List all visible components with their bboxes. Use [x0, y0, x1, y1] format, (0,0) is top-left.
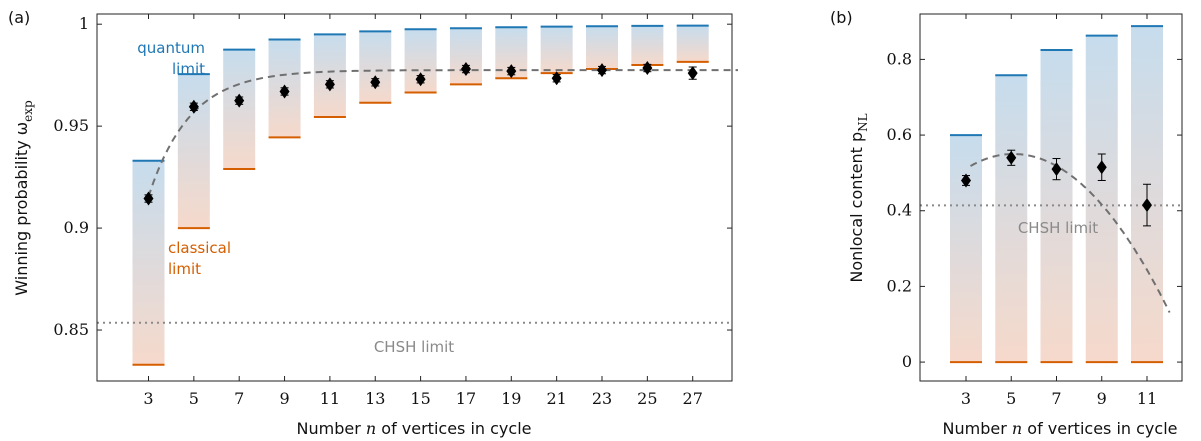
panel-a-bars — [132, 24, 709, 366]
panel-b-y-axis-label: Nonlocal content pNL — [847, 113, 870, 282]
x-tick-label: 5 — [189, 389, 199, 408]
data-point — [687, 66, 698, 81]
limit-bar — [313, 34, 346, 117]
y-tick-label: 0.6 — [887, 125, 912, 144]
y-tick-label: 1 — [79, 14, 89, 33]
data-point — [188, 99, 199, 114]
y-tick-label: 0.2 — [887, 276, 912, 295]
classical-limit-annotation-line1: classical — [168, 239, 231, 257]
y-tick-label: 0.4 — [887, 201, 912, 220]
data-point — [324, 77, 335, 92]
limit-bar — [177, 74, 210, 229]
panel-a-fit-curve — [147, 69, 738, 197]
data-point — [961, 173, 971, 188]
panel-a: (a) 0.850.90.951 3 5 7 9 11 13 15 17 19 21 23 25 27 … — [8, 8, 738, 438]
data-point — [1142, 198, 1152, 213]
y-tick-label: 0 — [902, 352, 912, 371]
limit-bar — [359, 31, 392, 103]
data-point — [279, 84, 290, 99]
x-tick-label: 5 — [1006, 389, 1016, 408]
data-point — [597, 63, 607, 78]
data-point — [551, 71, 562, 86]
panel-b-y-ticks: 0 0.2 0.4 0.6 0.8 — [887, 49, 1182, 371]
data-point — [415, 72, 426, 87]
panel-a-x-ticks: 3 5 7 9 11 13 15 17 19 21 23 25 27 — [143, 14, 703, 408]
limit-bar — [676, 25, 709, 62]
panel-b: (b) 0 0.2 0.4 0.6 0.8 3 5 7 9 11 CHSH limit Numb… — [830, 8, 1183, 438]
limit-bar — [540, 26, 573, 74]
x-tick-label: 15 — [410, 389, 430, 408]
limit-bar — [631, 25, 664, 65]
panel-a-y-ticks: 0.85 0.9 0.95 1 — [53, 14, 732, 339]
panel-a-label: (a) — [8, 8, 30, 27]
x-tick-label: 23 — [592, 389, 612, 408]
limit-bar — [950, 135, 982, 363]
limit-bar — [1040, 49, 1073, 363]
limit-bar — [1085, 35, 1118, 363]
x-tick-label: 11 — [1137, 389, 1157, 408]
panel-b-x-ticks: 3 5 7 9 11 — [961, 14, 1157, 408]
panel-a-x-axis-label: Number n of vertices in cycle — [297, 419, 532, 438]
x-tick-label: 27 — [683, 389, 703, 408]
panel-b-data-points — [961, 149, 1152, 227]
data-point — [143, 191, 154, 206]
panel-a-y-axis-label: Winning probability ωexp — [12, 100, 35, 296]
limit-bar — [132, 160, 165, 365]
x-tick-label: 3 — [143, 389, 153, 408]
x-tick-label: 17 — [456, 389, 476, 408]
data-point — [1051, 162, 1062, 177]
x-tick-label: 7 — [1051, 389, 1061, 408]
panel-b-label: (b) — [830, 8, 853, 27]
data-point — [1006, 150, 1017, 165]
quantum-limit-annotation-line2: limit — [172, 60, 205, 78]
x-tick-label: 21 — [546, 389, 566, 408]
classical-limit-annotation-line2: limit — [168, 260, 201, 278]
panel-a-data-points — [143, 61, 698, 206]
data-point — [460, 62, 471, 77]
y-tick-label: 0.8 — [887, 49, 912, 68]
x-tick-label: 3 — [961, 389, 971, 408]
data-point — [234, 93, 245, 108]
data-point — [506, 64, 517, 79]
x-tick-label: 7 — [234, 389, 244, 408]
x-tick-label: 11 — [320, 389, 340, 408]
data-point — [1096, 160, 1107, 175]
panel-a-chsh-limit-annotation: CHSH limit — [374, 338, 454, 356]
x-tick-label: 25 — [637, 389, 657, 408]
panel-b-bars — [950, 25, 1163, 364]
y-tick-label: 0.95 — [53, 116, 89, 135]
data-point — [370, 75, 381, 90]
x-tick-label: 13 — [365, 389, 385, 408]
panel-b-fit-curve — [970, 153, 1171, 313]
data-point — [642, 61, 653, 76]
x-tick-label: 9 — [279, 389, 289, 408]
y-tick-label: 0.9 — [64, 218, 89, 237]
limit-bar — [586, 26, 618, 70]
panel-b-chsh-limit-annotation: CHSH limit — [1018, 219, 1098, 237]
panel-b-x-axis-label: Number n of vertices in cycle — [943, 419, 1178, 438]
y-tick-label: 0.85 — [53, 320, 89, 339]
limit-bar — [223, 49, 256, 169]
limit-bar — [995, 75, 1028, 363]
x-tick-label: 19 — [501, 389, 521, 408]
panel-b-axes-frame — [919, 13, 1183, 382]
x-tick-label: 9 — [1097, 389, 1107, 408]
quantum-limit-annotation-line1: quantum — [137, 39, 205, 57]
panel-a-axes-frame — [96, 13, 733, 382]
